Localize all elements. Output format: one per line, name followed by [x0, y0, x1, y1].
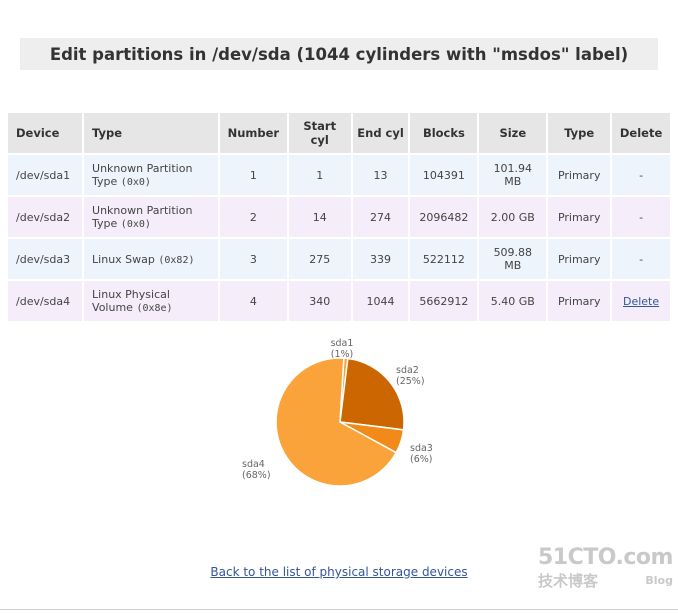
cell-delete: -	[612, 197, 670, 237]
back-to-storage-devices-link[interactable]: Back to the list of physical storage dev…	[210, 565, 468, 579]
cell-partition-type: Primary	[548, 155, 611, 195]
cell-start-cyl: 1	[288, 155, 351, 195]
table-row: /dev/sda2 Unknown Partition Type (0x0) 2…	[8, 197, 670, 237]
pie-slice-sda2	[339, 357, 405, 431]
watermark-logo: 51CTO.com 技术博客 Blog	[538, 545, 673, 605]
cell-partition-type: Primary	[548, 197, 611, 237]
delete-link[interactable]: Delete	[622, 294, 660, 308]
cell-start-cyl: 275	[288, 239, 351, 279]
type-code: (0x8e)	[136, 303, 173, 314]
table-row: /dev/sda4 Linux Physical Volume (0x8e) 4…	[8, 281, 670, 321]
col-header-device: Device	[8, 113, 83, 153]
pie-pct-sda1: (1%)	[331, 349, 353, 360]
cell-blocks: 5662912	[410, 281, 478, 321]
type-code: (0x0)	[120, 219, 151, 230]
col-header-size: Size	[479, 113, 547, 153]
cell-delete: Delete	[612, 281, 670, 321]
page-title-bar: Edit partitions in /dev/sda (1044 cylind…	[20, 38, 658, 70]
type-code: (0x0)	[120, 177, 151, 188]
cell-delete: -	[612, 155, 670, 195]
cell-type: Linux Physical Volume (0x8e)	[84, 281, 218, 321]
col-header-delete: Delete	[612, 113, 670, 153]
pie-pct-sda4: (68%)	[242, 470, 271, 481]
cell-partition-type: Primary	[548, 281, 611, 321]
pie-pct-sda3: (6%)	[410, 454, 432, 465]
type-name: Linux Physical Volume	[92, 288, 170, 314]
cell-number: 3	[219, 239, 287, 279]
cell-device: /dev/sda1	[8, 155, 83, 195]
watermark-blog: Blog	[645, 574, 673, 587]
cell-partition-type: Primary	[548, 239, 611, 279]
page-title: Edit partitions in /dev/sda (1044 cylind…	[49, 44, 629, 64]
table-row: /dev/sda3 Linux Swap (0x82) 3 275 339 52…	[8, 239, 670, 279]
cell-number: 4	[219, 281, 287, 321]
cell-end-cyl: 339	[352, 239, 409, 279]
pie-label-sda1: sda1	[331, 338, 354, 349]
col-header-type: Type	[84, 113, 218, 153]
cell-end-cyl: 274	[352, 197, 409, 237]
cell-size: 2.00 GB	[479, 197, 547, 237]
watermark-cn: 技术博客	[538, 572, 599, 590]
cell-blocks: 2096482	[410, 197, 478, 237]
pie-slice-sda4	[275, 357, 398, 487]
cell-number: 2	[219, 197, 287, 237]
cell-blocks: 522112	[410, 239, 478, 279]
pie-label-sda4: sda4	[242, 459, 265, 470]
pie-pct-sda2: (25%)	[396, 376, 425, 387]
cell-device: /dev/sda4	[8, 281, 83, 321]
type-code: (0x82)	[158, 254, 195, 266]
back-link-container: Back to the list of physical storage dev…	[0, 565, 678, 579]
pie-label-sda2: sda2	[396, 365, 419, 376]
cell-type: Unknown Partition Type (0x0)	[84, 155, 218, 195]
cell-device: /dev/sda3	[8, 239, 83, 279]
cell-type: Unknown Partition Type (0x0)	[84, 197, 218, 237]
type-name: Unknown Partition Type	[92, 204, 193, 230]
partition-pie-chart: sda1 (1%) sda2 (25%) sda3 (6%) sda4 (68%)	[230, 335, 450, 495]
col-header-end-cyl: End cyl	[352, 113, 409, 153]
partitions-table: Device Type Number Start cyl End cyl Blo…	[6, 111, 672, 323]
col-header-number: Number	[219, 113, 287, 153]
pie-label-sda3: sda3	[410, 443, 433, 454]
type-name: Linux Swap	[92, 252, 155, 266]
cell-number: 1	[219, 155, 287, 195]
watermark-site: 51CTO.com	[538, 545, 673, 570]
col-header-start-cyl: Start cyl	[288, 113, 351, 153]
col-header-partition-type: Type	[548, 113, 611, 153]
bottom-divider	[0, 609, 678, 610]
cell-blocks: 104391	[410, 155, 478, 195]
cell-start-cyl: 14	[288, 197, 351, 237]
cell-end-cyl: 1044	[352, 281, 409, 321]
cell-size: 5.40 GB	[479, 281, 547, 321]
type-name: Unknown Partition Type	[92, 162, 193, 188]
col-header-blocks: Blocks	[410, 113, 478, 153]
table-row: /dev/sda1 Unknown Partition Type (0x0) 1…	[8, 155, 670, 195]
cell-size: 509.88 MB	[479, 239, 547, 279]
pie-svg: sda1(1%) sda2(25%) sda3(6%) sda4(68%)	[242, 338, 433, 487]
cell-end-cyl: 13	[352, 155, 409, 195]
table-header-row: Device Type Number Start cyl End cyl Blo…	[8, 113, 670, 153]
cell-start-cyl: 340	[288, 281, 351, 321]
cell-size: 101.94 MB	[479, 155, 547, 195]
cell-delete: -	[612, 239, 670, 279]
cell-type: Linux Swap (0x82)	[84, 239, 218, 279]
cell-device: /dev/sda2	[8, 197, 83, 237]
